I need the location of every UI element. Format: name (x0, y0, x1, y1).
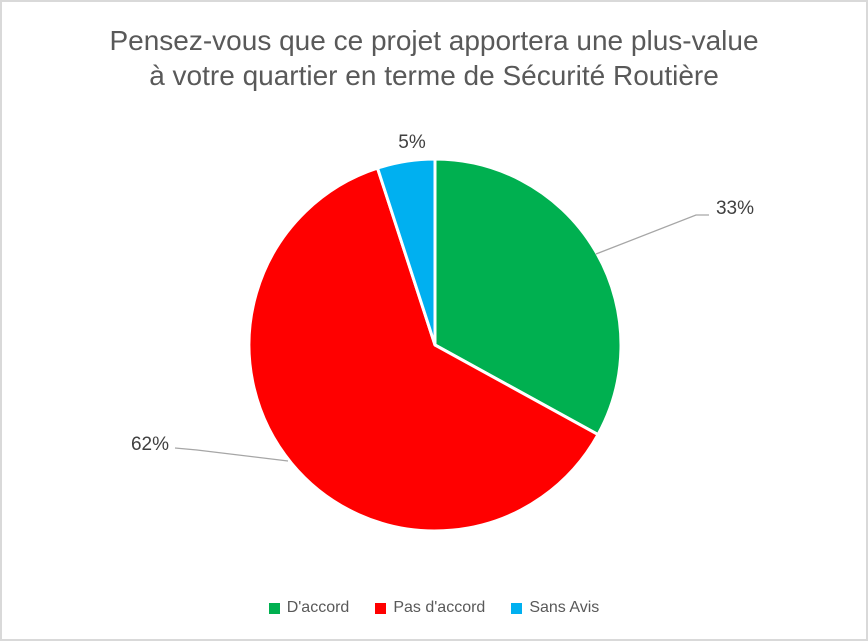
slice-label-pas-d-accord: 62% (131, 434, 169, 455)
pie-slice-pas-d-accord[interactable] (247, 166, 600, 533)
legend-label-sans-avis: Sans Avis (529, 599, 600, 616)
leader-line-d-accord (595, 214, 709, 255)
pie-slice-d-accord[interactable] (433, 157, 623, 437)
legend-item-pas-daccord[interactable]: Pas d'accord (375, 599, 485, 617)
legend-swatch-pas-daccord (375, 602, 387, 614)
legend-label-pas-daccord: Pas d'accord (393, 599, 486, 616)
chart-legend: D'accord Pas d'accord Sans Avis (2, 599, 866, 617)
slice-label-d-accord: 33% (716, 198, 754, 219)
legend-swatch-daccord (268, 602, 280, 614)
leader-line-pas-d-accord (174, 447, 289, 462)
pie-slice-sans-avis[interactable] (376, 157, 437, 347)
legend-swatch-sans-avis (511, 602, 523, 614)
legend-item-daccord[interactable]: D'accord (268, 599, 350, 617)
chart-title: Pensez-vous que ce projet apportera une … (2, 23, 866, 93)
slice-label-sans-avis: 5% (398, 132, 426, 153)
chart-title-line-1: Pensez-vous que ce projet apportera une … (109, 25, 759, 56)
legend-label-daccord: D'accord (286, 599, 350, 616)
legend-item-sans-avis[interactable]: Sans Avis (511, 599, 599, 617)
chart-title-line-2: à votre quartier en terme de Sécurité Ro… (149, 60, 719, 91)
